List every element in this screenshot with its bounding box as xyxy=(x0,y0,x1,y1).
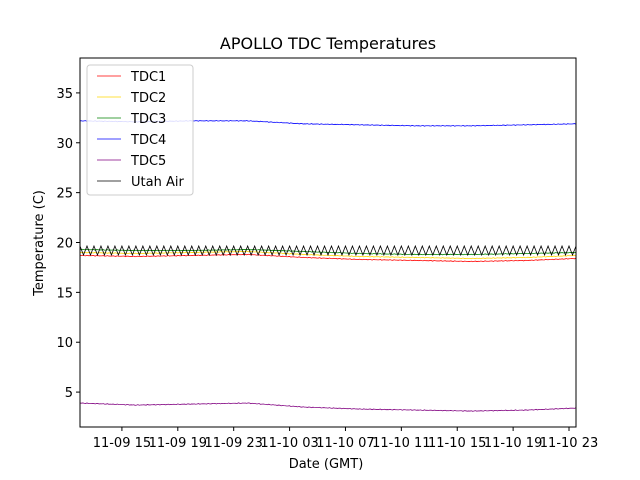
chart-title: APOLLO TDC Temperatures xyxy=(220,34,436,53)
y-tick-label: 5 xyxy=(65,386,73,401)
legend-label: TDC4 xyxy=(130,133,166,148)
x-tick-label: 11-10 11 xyxy=(372,436,430,451)
y-tick-label: 35 xyxy=(56,87,73,102)
y-tick-label: 20 xyxy=(56,237,73,252)
y-tick-label: 10 xyxy=(56,336,73,351)
x-axis-label: Date (GMT) xyxy=(289,457,364,472)
legend-label: Utah Air xyxy=(131,175,184,190)
legend: TDC1 TDC2 TDC3 TDC4 TDC5 Utah Air xyxy=(86,64,194,196)
x-tick-label: 11-10 03 xyxy=(260,436,318,451)
legend-label: TDC2 xyxy=(130,91,166,106)
series-line-tdc1 xyxy=(79,253,577,263)
x-tick-label: 11-09 23 xyxy=(204,436,262,451)
legend-label: TDC3 xyxy=(130,112,166,127)
x-tick-label: 11-10 23 xyxy=(540,436,598,451)
series-line-tdc3 xyxy=(79,248,577,256)
series-line-tdc5 xyxy=(79,402,577,412)
legend-box xyxy=(86,64,194,196)
x-tick-label: 11-09 19 xyxy=(149,436,207,451)
y-tick-label: 30 xyxy=(56,137,73,152)
y-tick-label: 25 xyxy=(56,187,73,202)
x-tick-label: 11-10 15 xyxy=(428,436,486,451)
series-line-utah-air xyxy=(79,244,577,257)
legend-label: TDC5 xyxy=(130,154,166,169)
x-tick-label: 11-10 19 xyxy=(484,436,542,451)
legend-label: TDC1 xyxy=(130,70,166,85)
y-axis: 5 10 15 20 25 30 35 xyxy=(56,87,80,401)
x-tick-label: 11-10 07 xyxy=(316,436,374,451)
y-axis-label: Temperature (C) xyxy=(32,190,47,297)
y-tick-label: 15 xyxy=(56,286,73,301)
x-tick-label: 11-09 15 xyxy=(93,436,151,451)
